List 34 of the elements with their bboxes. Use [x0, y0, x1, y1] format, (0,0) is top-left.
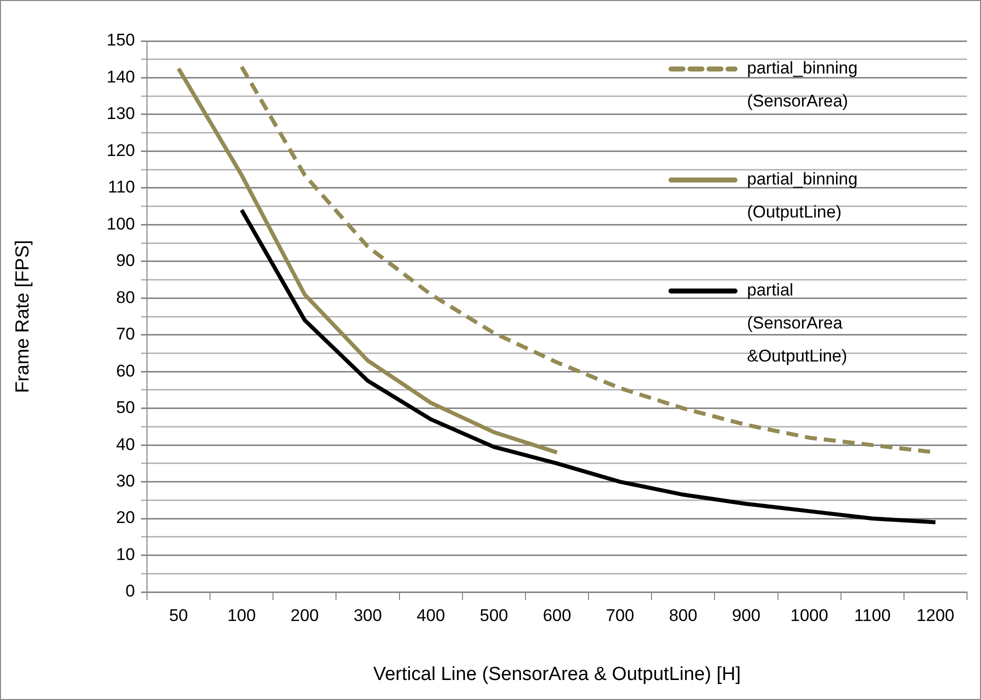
y-tick-label: 10 — [116, 544, 135, 564]
y-tick-label: 70 — [116, 324, 135, 344]
x-tick-label: 50 — [169, 606, 188, 625]
x-tick-label: 700 — [606, 606, 634, 625]
x-tick-label: 1200 — [916, 606, 954, 625]
y-tick-label: 30 — [116, 471, 135, 490]
y-tick-label: 90 — [116, 251, 135, 270]
x-tick-label: 1100 — [854, 606, 891, 625]
x-tick-label: 500 — [480, 606, 508, 625]
x-tick-label: 1000 — [790, 606, 828, 625]
y-tick-label: 120 — [106, 140, 135, 160]
y-tick-label: 110 — [108, 178, 135, 197]
y-tick-label: 0 — [126, 582, 135, 601]
y-tick-label: 20 — [116, 508, 135, 528]
x-tick-label: 800 — [668, 606, 698, 625]
y-tick-label: 100 — [106, 214, 135, 234]
legend-label: partial (SensorArea &OutputLine) — [747, 280, 848, 366]
y-tick-label: 50 — [116, 398, 135, 418]
y-axis-title: Frame Rate [FPS] — [12, 240, 34, 394]
y-tick-label: 150 — [106, 30, 135, 50]
y-tick-label: 60 — [116, 361, 135, 380]
legend-label: partial_binning (OutputLine) — [747, 170, 858, 222]
x-tick-label: 600 — [542, 606, 572, 625]
x-tick-label: 200 — [290, 606, 319, 625]
y-tick-label: 40 — [116, 434, 135, 454]
y-tick-label: 140 — [106, 67, 135, 86]
y-tick-label: 80 — [116, 288, 135, 307]
x-tick-label: 400 — [416, 606, 446, 625]
x-tick-label: 300 — [354, 606, 382, 625]
x-tick-label: 900 — [732, 606, 760, 625]
legend-label: partial_binning (SensorArea) — [747, 58, 858, 111]
x-axis-title: Vertical Line (SensorArea & OutputLine) [H] — [373, 664, 741, 685]
x-tick-label: 100 — [227, 606, 256, 625]
y-tick-label: 130 — [106, 104, 135, 124]
